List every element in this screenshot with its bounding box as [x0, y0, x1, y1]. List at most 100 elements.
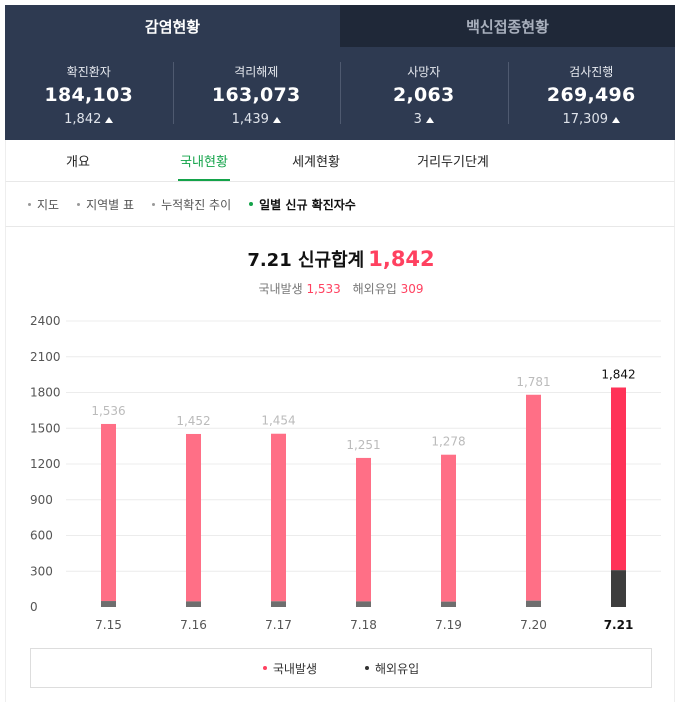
bar-domestic — [271, 433, 286, 602]
y-tick-label: 600 — [30, 529, 53, 543]
domestic-value: 1,533 — [306, 282, 341, 296]
filter-label: 지도 — [37, 197, 60, 212]
bar-domestic — [186, 433, 201, 602]
x-tick-label: 7.21 — [604, 618, 634, 632]
stat-delta: 1,439 — [173, 112, 341, 127]
x-tick-label: 7.17 — [265, 618, 292, 632]
tab-vaccination-status[interactable]: 백신접종현황 — [340, 5, 675, 47]
filter-daily-new-cases[interactable]: 일별 신규 확진자수 — [249, 196, 356, 213]
stat-value: 163,073 — [211, 84, 301, 106]
filter-cumulative-trend[interactable]: 누적확진 추이 — [152, 196, 231, 213]
bar-domestic — [611, 387, 626, 571]
bar-domestic — [441, 454, 456, 602]
chart-breakdown: 국내발생 1,533 해외유입 309 — [6, 280, 676, 297]
stat-delta-value: 3 — [413, 112, 422, 127]
chart-headline: 7.21 신규합계 1,842 — [6, 246, 676, 272]
stat-label: 확진환자 — [66, 65, 111, 79]
x-tick-label: 7.15 — [95, 618, 122, 632]
stat-delta: 1,842 — [5, 112, 173, 127]
legend-item-domestic[interactable]: 국내발생 — [262, 660, 317, 677]
x-tick-label: 7.20 — [520, 618, 547, 632]
arrow-up-icon — [425, 116, 434, 123]
filter-label: 지역별 표 — [86, 197, 135, 212]
overseas-value: 309 — [400, 282, 424, 296]
stat-label: 사망자 — [407, 65, 441, 79]
headline-date: 7.21 신규합계 — [247, 250, 365, 271]
stat-value: 184,103 — [44, 84, 134, 106]
top-tabs: 감염현황 백신접종현황 — [5, 5, 675, 47]
x-tick-label: 7.16 — [180, 618, 207, 632]
bullet-icon — [152, 202, 156, 206]
chart-filters: 지도 지역별 표 누적확진 추이 일별 신규 확진자수 — [5, 182, 675, 227]
bar-domestic — [356, 457, 371, 602]
legend-label: 국내발생 — [272, 661, 317, 676]
stat-label: 검사진행 — [569, 65, 614, 79]
stat-delta-value: 1,842 — [64, 112, 102, 127]
arrow-up-icon — [105, 116, 114, 123]
bar-overseas — [186, 601, 201, 607]
legend-dot-icon — [365, 666, 369, 670]
sub-tabs: 개요 국내현황 세계현황 거리두기단계 — [5, 140, 675, 182]
overseas-label: 해외유입 — [352, 282, 397, 296]
y-tick-label: 1200 — [30, 457, 61, 471]
bar-overseas — [526, 600, 541, 607]
bar-value-label: 1,781 — [516, 375, 550, 389]
filter-label: 일별 신규 확진자수 — [259, 197, 356, 212]
y-tick-label: 300 — [30, 564, 53, 578]
bar-value-label: 1,452 — [176, 414, 210, 428]
chart-legend: 국내발생 해외유입 — [30, 648, 652, 688]
arrow-up-icon — [612, 116, 620, 123]
bar-value-label: 1,842 — [601, 367, 635, 381]
stat-delta: 17,309 — [508, 112, 676, 127]
y-tick-label: 2400 — [30, 314, 61, 328]
bullet-icon — [77, 202, 81, 206]
x-tick-label: 7.18 — [350, 618, 377, 632]
arrow-up-icon — [272, 116, 281, 123]
daily-cases-bar-chart: 0 300 600 900 1200 1500 1800 2100 2400 1,536 7.15 1… — [30, 314, 661, 632]
stat-testing: 검사진행 269,496 17,309 — [507, 47, 676, 140]
stat-delta-value: 17,309 — [562, 112, 609, 127]
bar-value-label: 1,536 — [91, 404, 125, 418]
tab-distancing-level[interactable]: 거리두기단계 — [417, 155, 489, 170]
tab-world[interactable]: 세계현황 — [292, 155, 340, 170]
bar-overseas — [271, 601, 286, 607]
bar-overseas — [441, 601, 456, 607]
stat-label: 격리해제 — [234, 65, 279, 79]
stat-value: 269,496 — [546, 84, 636, 106]
bar-domestic — [101, 423, 116, 602]
filter-region-table[interactable]: 지역별 표 — [77, 196, 134, 213]
bar-value-label: 1,454 — [261, 414, 295, 428]
bullet-icon — [28, 202, 31, 206]
stat-value: 2,063 — [392, 84, 455, 106]
stat-confirmed: 확진환자 184,103 1,842 — [5, 47, 173, 140]
chart-panel: 7.21 신규합계 1,842 국내발생 1,533 해외유입 309 0 300 6… — [5, 227, 675, 702]
stats-panel: 확진환자 184,103 1,842 격리해제 163,073 1,439 사망… — [5, 47, 675, 140]
bar-value-label: 1,251 — [346, 438, 380, 452]
legend-dot-icon — [262, 666, 267, 670]
filter-label: 누적확진 추이 — [161, 197, 232, 212]
legend-item-overseas[interactable]: 해외유입 — [365, 660, 419, 677]
headline-total: 1,842 — [368, 247, 435, 271]
x-tick-label: 7.19 — [435, 618, 462, 632]
y-tick-label: 900 — [30, 493, 53, 507]
stat-delta: 3 — [340, 112, 508, 127]
tab-overview[interactable]: 개요 — [66, 155, 90, 170]
bar-overseas — [101, 601, 116, 607]
y-tick-label: 2100 — [30, 350, 61, 364]
bar-overseas — [356, 601, 371, 607]
y-tick-label: 1500 — [30, 421, 61, 435]
legend-label: 해외유입 — [375, 661, 420, 676]
bar-domestic — [526, 394, 541, 601]
domestic-label: 국내발생 — [258, 282, 303, 296]
stat-released: 격리해제 163,073 1,439 — [172, 47, 341, 140]
stat-deaths: 사망자 2,063 3 — [340, 47, 508, 140]
filter-map[interactable]: 지도 — [28, 196, 59, 213]
bullet-icon — [249, 202, 254, 206]
bar-value-label: 1,278 — [431, 435, 465, 449]
y-tick-label: 1800 — [30, 386, 61, 400]
tab-infection-status[interactable]: 감염현황 — [5, 5, 340, 47]
bar-overseas — [611, 570, 626, 607]
tab-domestic[interactable]: 국내현황 — [178, 140, 230, 181]
stat-delta-value: 1,439 — [231, 112, 269, 127]
